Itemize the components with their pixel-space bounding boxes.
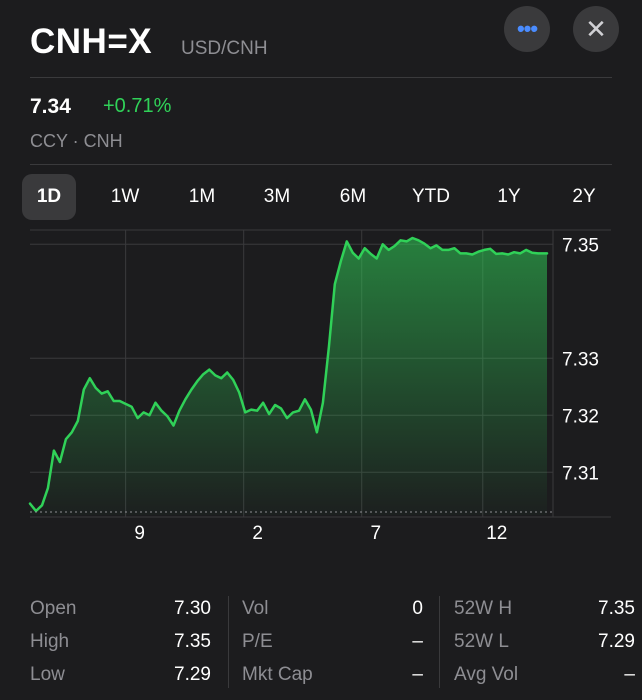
stat-pe-value: – xyxy=(412,631,423,652)
stat-52wl-value: 7.29 xyxy=(598,631,635,652)
y-tick-label: 7.33 xyxy=(562,349,599,370)
price-change: +0.71% xyxy=(103,95,172,117)
tab-2y[interactable]: 2Y xyxy=(572,186,596,207)
x-tick-label: 2 xyxy=(252,523,263,544)
stat-avgvol-label: Avg Vol xyxy=(454,664,519,685)
stat-mktcap-label: Mkt Cap xyxy=(242,664,313,685)
current-price: 7.34 xyxy=(30,95,71,118)
stats-panel: Open 7.30 High 7.35 Low 7.29 Vol 0 P/E –… xyxy=(30,592,642,700)
price-chart[interactable]: 7.35 7.33 7.32 7.31 9 2 7 12 xyxy=(0,0,642,560)
tab-1m[interactable]: 1M xyxy=(188,186,216,207)
price-line xyxy=(28,236,549,513)
stat-vol-value: 0 xyxy=(412,598,423,619)
tab-1w[interactable]: 1W xyxy=(110,186,140,207)
symbol-title: CNH=X xyxy=(30,22,153,61)
stats-divider xyxy=(228,596,229,688)
stat-52wl-label: 52W L xyxy=(454,631,509,652)
price-area xyxy=(30,238,547,515)
x-tick-label: 9 xyxy=(134,523,145,544)
range-selector: 1D 1W 1M 3M 6M YTD 1Y 2Y xyxy=(22,174,620,220)
tab-ytd[interactable]: YTD xyxy=(412,186,450,207)
stat-avgvol-value: – xyxy=(624,664,635,685)
stat-mktcap-value: – xyxy=(412,664,423,685)
stat-high-value: 7.35 xyxy=(174,631,211,652)
stat-52wh-label: 52W H xyxy=(454,598,513,619)
tab-1d[interactable]: 1D xyxy=(22,174,76,220)
tab-6m[interactable]: 6M xyxy=(339,186,367,207)
stats-divider xyxy=(439,596,440,688)
stat-vol-label: Vol xyxy=(242,598,269,619)
y-tick-label: 7.35 xyxy=(562,235,599,256)
stat-pe-label: P/E xyxy=(242,631,273,652)
stat-open-value: 7.30 xyxy=(174,598,211,619)
close-button[interactable]: ✕ xyxy=(573,6,619,52)
more-button[interactable]: ••• xyxy=(504,6,550,52)
stat-high-label: High xyxy=(30,631,70,652)
tab-1y[interactable]: 1Y xyxy=(497,186,521,207)
close-icon: ✕ xyxy=(585,13,607,44)
x-tick-label: 7 xyxy=(370,523,381,544)
y-tick-label: 7.32 xyxy=(562,406,599,427)
x-tick-label: 12 xyxy=(486,523,507,544)
pair-subtitle: USD/CNH xyxy=(181,38,268,59)
stat-low-value: 7.29 xyxy=(174,664,211,685)
ellipsis-icon: ••• xyxy=(516,16,538,41)
stat-low-label: Low xyxy=(30,664,65,685)
tab-3m[interactable]: 3M xyxy=(263,186,291,207)
quote-divider xyxy=(30,164,612,165)
stat-52wh-value: 7.35 xyxy=(598,598,635,619)
stat-open-label: Open xyxy=(30,598,77,619)
y-tick-label: 7.31 xyxy=(562,463,599,484)
header-divider xyxy=(30,77,612,78)
exchange-label: CCY · CNH xyxy=(30,131,123,151)
